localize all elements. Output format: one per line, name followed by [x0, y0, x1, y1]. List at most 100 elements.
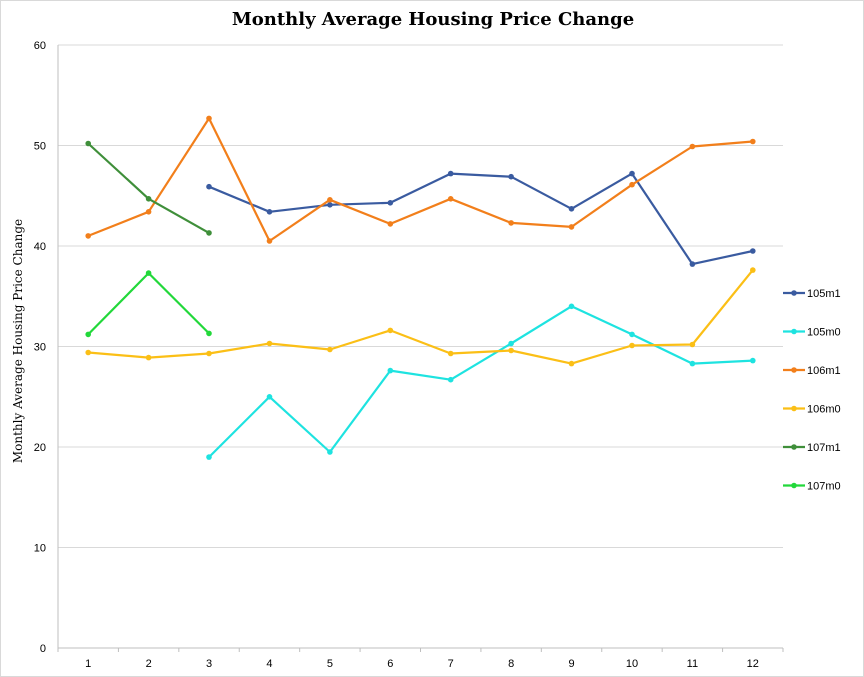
- legend-marker: [791, 444, 797, 450]
- data-point-107m1: [206, 230, 212, 236]
- data-point-105m0: [568, 303, 575, 310]
- data-point-106m1: [266, 238, 273, 244]
- legend-marker: [791, 405, 797, 412]
- y-tick-label: 0: [40, 643, 46, 655]
- data-point-106m1: [689, 143, 696, 150]
- series-line-106m1: [87, 117, 753, 243]
- data-point-106m0: [85, 349, 91, 356]
- data-point-106m0: [568, 360, 575, 367]
- data-point-105m1: [508, 173, 514, 180]
- data-point-105m0: [447, 376, 454, 383]
- data-point-106m1: [327, 197, 333, 203]
- x-tick-label: 9: [568, 658, 574, 670]
- data-point-107m0: [85, 331, 91, 338]
- x-tick-label: 4: [266, 658, 272, 670]
- chart-title: Monthly Average Housing Price Change: [232, 9, 634, 30]
- y-tick-label: 40: [34, 241, 46, 253]
- data-point-105m1: [206, 183, 212, 190]
- legend-item-106m0: 106m0: [783, 404, 841, 416]
- x-tick-label: 3: [206, 658, 212, 670]
- data-point-106m1: [750, 138, 756, 145]
- data-point-106m1: [145, 209, 152, 215]
- data-point-106m0: [145, 354, 152, 361]
- data-point-106m0: [206, 350, 212, 357]
- series-layer: [85, 115, 756, 460]
- y-tick-label: 60: [34, 40, 46, 52]
- legend-label: 107m1: [807, 442, 841, 454]
- series-line-105m0: [208, 305, 753, 458]
- x-tick-label: 8: [508, 658, 514, 670]
- data-point-106m0: [447, 350, 454, 357]
- data-point-105m0: [206, 454, 212, 460]
- y-tick-label: 20: [34, 442, 46, 454]
- series-107m0: [85, 270, 212, 338]
- data-point-105m1: [447, 170, 454, 177]
- series-106m0: [85, 267, 756, 367]
- series-line-107m0: [87, 272, 210, 336]
- series-line-107m1: [87, 142, 210, 234]
- legend-marker: [791, 328, 797, 335]
- x-tick-label: 1: [85, 658, 91, 670]
- x-tick-label: 11: [687, 658, 698, 670]
- data-point-105m1: [266, 209, 273, 215]
- data-point-106m0: [508, 347, 514, 354]
- data-point-105m0: [327, 449, 333, 455]
- legend-item-107m0: 107m0: [783, 481, 841, 493]
- legend-label: 105m1: [807, 288, 841, 300]
- data-point-106m1: [85, 233, 91, 239]
- legend-label: 105m0: [807, 327, 841, 339]
- data-point-106m0: [266, 340, 273, 347]
- y-tick-label: 10: [34, 543, 46, 555]
- data-point-106m0: [387, 327, 394, 334]
- legend-label: 106m0: [807, 404, 841, 416]
- data-point-105m1: [568, 206, 575, 212]
- series-107m1: [85, 140, 212, 236]
- data-point-106m1: [447, 196, 454, 202]
- series-line-105m1: [208, 172, 754, 266]
- data-point-105m0: [266, 394, 273, 400]
- data-point-105m0: [629, 331, 635, 338]
- grid-layer: [58, 44, 783, 548]
- data-point-105m1: [750, 248, 756, 254]
- x-tick-label: 7: [448, 658, 454, 670]
- x-tick-label: 12: [747, 658, 759, 670]
- data-point-106m0: [750, 267, 756, 273]
- series-105m0: [206, 303, 756, 460]
- data-point-106m0: [629, 342, 635, 349]
- data-point-106m1: [508, 220, 514, 226]
- y-axis-label: Monthly Average Housing Price Change: [11, 219, 25, 463]
- series-105m1: [206, 170, 756, 267]
- legend-item-106m1: 106m1: [783, 365, 841, 377]
- legend-item-105m1: 105m1: [783, 288, 841, 300]
- data-point-105m0: [750, 357, 756, 364]
- data-point-107m1: [145, 196, 152, 202]
- series-106m1: [85, 115, 756, 244]
- legend-item-107m1: 107m1: [783, 442, 841, 454]
- legend: 105m1 105m0 106m1 106m0 107m1 107m0: [783, 288, 841, 493]
- legend-item-105m0: 105m0: [783, 327, 841, 339]
- legend-marker: [791, 367, 797, 373]
- data-point-106m0: [327, 346, 333, 353]
- data-point-105m1: [629, 170, 635, 177]
- data-point-106m1: [568, 224, 575, 230]
- data-point-105m1: [689, 261, 696, 267]
- y-tick-label: 30: [34, 342, 46, 354]
- x-tick-label: 6: [387, 658, 393, 670]
- data-point-105m1: [387, 200, 394, 206]
- legend-label: 107m0: [807, 481, 841, 493]
- data-point-107m0: [145, 270, 152, 276]
- data-point-105m0: [387, 367, 394, 374]
- x-tick-label: 2: [146, 658, 152, 670]
- legend-label: 106m1: [807, 365, 841, 377]
- data-point-105m1: [327, 202, 333, 208]
- x-tick-label: 10: [626, 658, 638, 670]
- legend-marker: [791, 290, 797, 296]
- data-point-105m0: [689, 360, 696, 367]
- x-tick-label: 5: [327, 658, 333, 670]
- y-tick-label: 50: [34, 141, 46, 153]
- series-line-106m0: [88, 269, 754, 365]
- data-point-106m1: [629, 181, 635, 188]
